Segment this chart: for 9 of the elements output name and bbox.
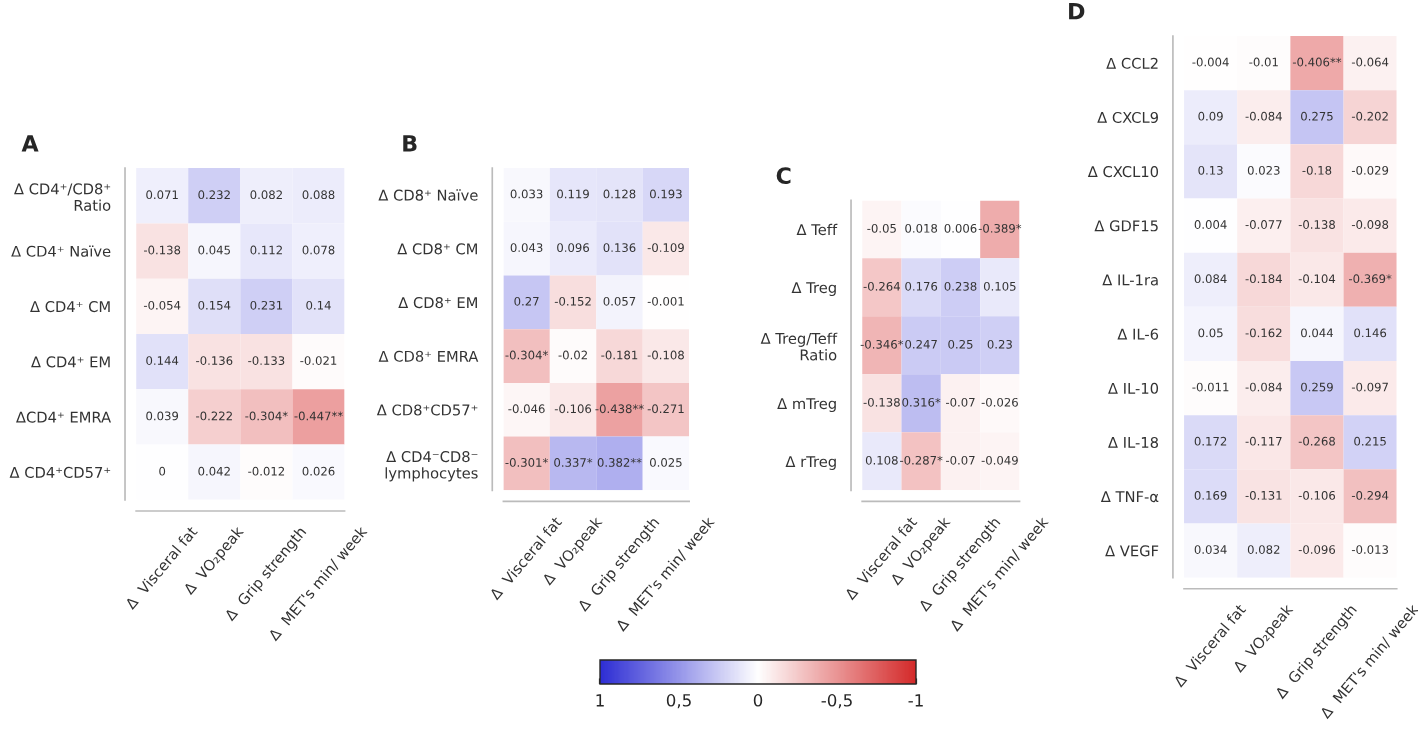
color-bar-label: 0	[753, 694, 763, 707]
color-bar-label: -0,5	[821, 694, 852, 709]
chart-title: A	[21, 135, 39, 152]
chart-title: C	[776, 167, 791, 185]
chart-title: D	[1069, 3, 1085, 20]
color-bar-label: 0,5	[666, 694, 691, 709]
color-bar-label: 1	[596, 694, 604, 707]
color-bar-label: -1	[908, 694, 923, 707]
chart-title: B	[403, 135, 417, 152]
